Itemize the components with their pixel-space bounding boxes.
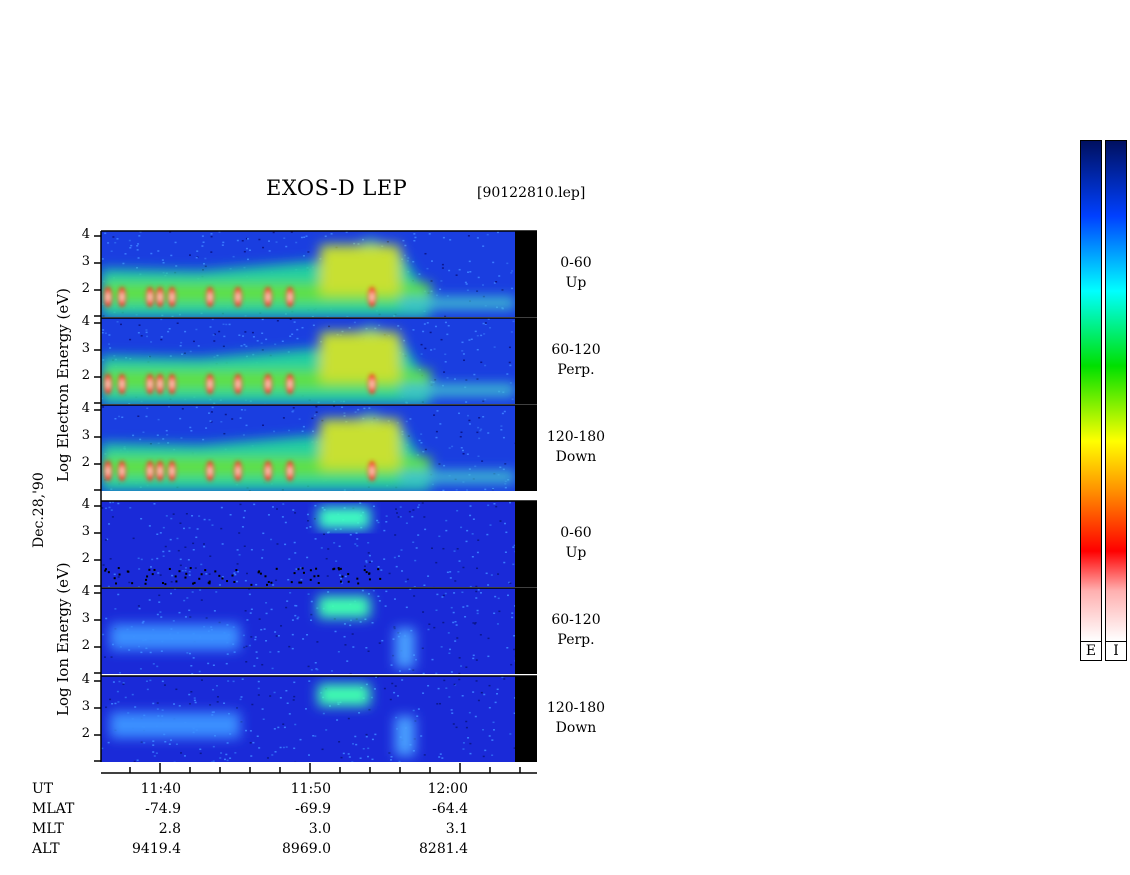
y-tick-label: 2 [81,726,90,741]
electron-ylabel: Log Electron Energy (eV) [54,288,72,482]
panel-direction: Perp. [557,632,595,648]
panel-direction: Down [555,720,597,736]
spectrogram-panel [101,500,537,587]
y-tick-label: 3 [81,611,90,626]
y-tick-label: 2 [81,368,90,383]
panel-label: 0-60 Up [536,253,616,293]
mlt-value: 3.1 [445,821,468,837]
colorbar-label-i: I [1105,641,1127,661]
panel-range: 60-120 [551,612,601,628]
panel-range: 120-180 [546,700,606,716]
row-label-alt: ALT [32,841,60,857]
alt-value: 9419.4 [132,841,181,857]
panel-direction: Up [565,545,587,561]
mlat-value: -74.9 [145,801,181,817]
y-tick-label: 4 [81,314,90,329]
panel-direction: Up [565,275,587,291]
alt-value: 8969.0 [282,841,331,857]
mlt-value: 2.8 [158,821,181,837]
y-tick-label: 3 [81,254,90,269]
y-tick-label: 3 [81,341,90,356]
ut-value: 11:40 [140,781,181,797]
y-tick-label: 2 [81,281,90,296]
spectrogram-panel [101,317,537,404]
panel-label: 120-180 Down [536,698,616,738]
y-tick-label: 2 [81,455,90,470]
y-tick-label: 4 [81,672,90,687]
row-label-mlat: MLAT [32,801,75,817]
ion-colorbar [1105,140,1127,642]
mlat-value: -64.4 [432,801,468,817]
ut-value: 12:00 [427,781,468,797]
electron-colorbar [1080,140,1102,642]
chart-title: EXOS-D LEP [266,176,408,200]
ut-value: 11:50 [290,781,331,797]
panel-range: 60-120 [551,342,601,358]
y-tick-label: 3 [81,428,90,443]
spectrogram-panel [101,404,537,491]
y-tick-label: 3 [81,699,90,714]
y-tick-label: 2 [81,638,90,653]
panel-label: 60-120 Perp. [536,610,616,650]
panel-range: 120-180 [546,429,606,445]
panel-direction: Down [555,449,597,465]
y-tick-label: 2 [81,551,90,566]
file-name: [90122810.lep] [477,185,586,201]
alt-value: 8281.4 [419,841,468,857]
date-label: Dec.28,'90 [31,472,47,548]
panel-range: 0-60 [560,525,592,541]
mlat-value: -69.9 [295,801,331,817]
panel-label: 120-180 Down [536,427,616,467]
panel-label: 0-60 Up [536,523,616,563]
row-label-mlt: MLT [32,821,64,837]
y-tick-label: 4 [81,401,90,416]
panel-label: 60-120 Perp. [536,340,616,380]
y-tick-label: 3 [81,524,90,539]
y-tick-label: 4 [81,227,90,242]
y-tick-label: 4 [81,584,90,599]
row-label-ut: UT [32,781,54,797]
y-tick-label: 4 [81,497,90,512]
ion-ylabel: Log Ion Energy (eV) [54,562,72,716]
panel-range: 0-60 [560,255,592,271]
mlt-value: 3.0 [308,821,331,837]
spectrogram-panel [101,675,537,762]
panel-direction: Perp. [557,362,595,378]
colorbar-label-e: E [1080,641,1102,661]
spectrogram-panel [101,230,537,317]
spectrogram-panel [101,587,537,674]
